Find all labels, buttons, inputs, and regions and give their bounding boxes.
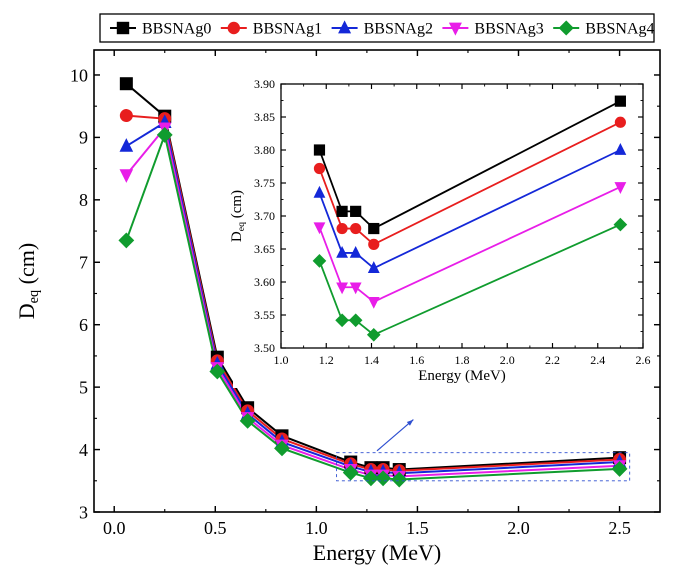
svg-text:2.0: 2.0 <box>507 518 530 538</box>
svg-text:7: 7 <box>79 253 88 273</box>
chart-svg: 0.0 0.5 1.0 1.5 2.0 2.5 3 4 5 6 7 8 9 10 Energy (MeV) D… <box>0 0 685 576</box>
svg-text:2.0: 2.0 <box>500 353 515 367</box>
svg-text:8: 8 <box>79 190 88 210</box>
svg-text:6: 6 <box>79 315 88 335</box>
legend-label: BBSNAg0 <box>142 21 211 38</box>
svg-text:Energy (MeV): Energy (MeV) <box>418 368 506 384</box>
svg-text:1.2: 1.2 <box>319 353 334 367</box>
svg-text:3.50: 3.50 <box>254 341 275 355</box>
svg-text:3.90: 3.90 <box>254 77 275 91</box>
svg-text:1.5: 1.5 <box>406 518 429 538</box>
svg-text:3.70: 3.70 <box>254 209 275 223</box>
svg-text:1.0: 1.0 <box>305 518 328 538</box>
svg-text:Deq (cm): Deq (cm) <box>229 190 247 242</box>
svg-text:2.5: 2.5 <box>608 518 631 538</box>
svg-text:Energy (MeV): Energy (MeV) <box>313 540 442 565</box>
svg-text:1.4: 1.4 <box>364 353 379 367</box>
svg-text:2.2: 2.2 <box>545 353 560 367</box>
svg-text:10: 10 <box>70 65 88 85</box>
svg-text:0.5: 0.5 <box>204 518 227 538</box>
svg-text:2.4: 2.4 <box>590 353 605 367</box>
legend-label: BBSNAg3 <box>474 21 543 38</box>
legend-label: BBSNAg2 <box>364 21 433 38</box>
svg-text:5: 5 <box>79 377 88 397</box>
chart-container: { "canvas": {"w":685, "h":576, "bg":"#ff… <box>0 0 685 576</box>
svg-text:3.80: 3.80 <box>254 143 275 157</box>
svg-text:3.55: 3.55 <box>254 308 275 322</box>
svg-text:3.60: 3.60 <box>254 275 275 289</box>
svg-text:1.8: 1.8 <box>455 353 470 367</box>
svg-text:Deq (cm): Deq (cm) <box>14 243 42 319</box>
svg-text:2.6: 2.6 <box>636 353 651 367</box>
svg-text:0.0: 0.0 <box>103 518 126 538</box>
svg-text:4: 4 <box>79 440 88 460</box>
legend-label: BBSNAg4 <box>585 21 654 38</box>
svg-text:9: 9 <box>79 128 88 148</box>
svg-text:3.85: 3.85 <box>254 110 275 124</box>
legend-label: BBSNAg1 <box>253 21 322 38</box>
svg-text:3.75: 3.75 <box>254 176 275 190</box>
svg-text:3.65: 3.65 <box>254 242 275 256</box>
svg-text:1.0: 1.0 <box>274 353 289 367</box>
svg-text:1.6: 1.6 <box>409 353 424 367</box>
svg-text:3: 3 <box>79 502 88 522</box>
